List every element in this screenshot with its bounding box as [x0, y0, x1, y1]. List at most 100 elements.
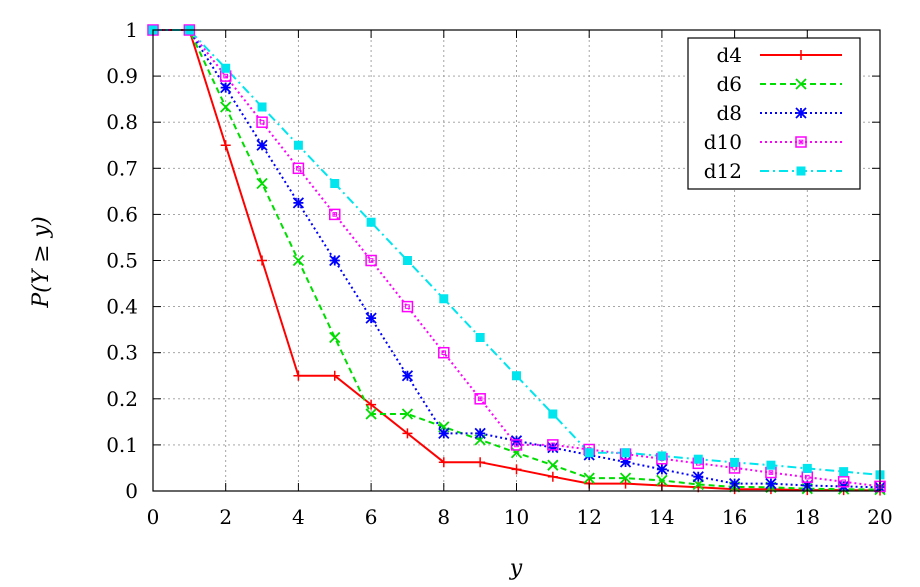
- square-marker-inner: [841, 479, 846, 485]
- star-marker-icon: [256, 139, 268, 151]
- plus-marker-icon: [257, 255, 268, 266]
- square-marker-inner: [768, 470, 774, 475]
- point-d8: [256, 139, 268, 151]
- filled-square-marker-icon: [621, 448, 631, 458]
- point-d12: [657, 451, 667, 461]
- filled-square-marker-icon: [548, 409, 558, 419]
- square-marker-icon: [365, 254, 377, 267]
- x-tick-label: 10: [504, 505, 529, 529]
- point-d4: [547, 471, 558, 482]
- y-tick-label: 0.7: [106, 156, 138, 180]
- point-d8: [656, 463, 668, 475]
- point-d6: [365, 408, 377, 420]
- point-d8: [692, 471, 704, 483]
- y-tick-label: 1: [125, 18, 138, 42]
- point-d6: [220, 101, 232, 113]
- filled-square-marker-icon: [766, 460, 776, 470]
- legend-label-d6: d6: [716, 72, 742, 96]
- legend-label-d4: d4: [716, 43, 742, 67]
- point-d12: [221, 63, 231, 73]
- star-marker-icon: [365, 312, 377, 324]
- square-marker-icon: [292, 162, 305, 175]
- filled-square-marker-icon: [366, 217, 376, 227]
- legend: d4 d6 d8 d10 d12: [687, 37, 861, 190]
- point-d6: [547, 459, 559, 471]
- point-d8: [220, 81, 232, 94]
- plus-marker-icon: [547, 471, 558, 482]
- point-d4: [366, 399, 377, 410]
- filled-square-marker-icon: [402, 256, 412, 265]
- point-d6: [656, 474, 668, 487]
- point-d12: [548, 409, 558, 419]
- square-marker-icon: [837, 476, 850, 488]
- square-marker-inner: [550, 442, 556, 448]
- x-marker-icon: [256, 177, 268, 190]
- legend-marker-d12: [796, 166, 806, 176]
- x-marker-icon: [220, 101, 232, 113]
- filled-square-marker-icon: [730, 457, 740, 467]
- filled-square-marker-icon: [257, 102, 267, 112]
- x-tick-labels: 0 2 4 6 8 10 12 14 16 18 20: [147, 505, 893, 529]
- star-marker-icon: [547, 442, 559, 454]
- point-d8: [401, 370, 414, 382]
- star-marker-icon: [474, 427, 486, 440]
- x-tick-label: 0: [147, 505, 160, 529]
- plus-marker-icon: [366, 399, 377, 410]
- x-axis-label: y: [509, 556, 523, 581]
- filled-square-marker-icon: [475, 332, 485, 342]
- point-d10: [401, 300, 414, 313]
- x-marker-icon: [583, 472, 595, 484]
- point-d6: [256, 177, 268, 190]
- x-marker-icon: [365, 408, 377, 420]
- y-tick-label: 0.2: [106, 387, 138, 411]
- legend-label-d12: d12: [704, 159, 742, 183]
- square-marker-inner: [477, 396, 483, 402]
- point-d10: [438, 346, 450, 359]
- y-tick-label: 0.1: [106, 433, 138, 457]
- legend-label-d10: d10: [704, 130, 742, 154]
- square-marker-icon: [795, 136, 807, 148]
- point-d12: [621, 448, 631, 458]
- point-d12: [730, 457, 740, 467]
- plus-marker-icon: [620, 478, 631, 489]
- square-marker-icon: [401, 300, 414, 313]
- x-tick-label: 8: [437, 505, 450, 529]
- point-d12: [839, 467, 849, 477]
- x-tick-label: 12: [576, 505, 601, 529]
- legend-marker-d6: [795, 78, 807, 90]
- point-d10: [837, 476, 850, 488]
- point-d10: [256, 116, 268, 128]
- point-d6: [329, 331, 341, 344]
- filled-square-marker-icon: [221, 63, 231, 73]
- point-d10: [329, 208, 341, 221]
- star-marker-icon: [438, 427, 450, 440]
- point-d4: [257, 255, 268, 266]
- y-tick-label: 0: [125, 479, 138, 503]
- x-marker-icon: [401, 408, 414, 420]
- plus-marker-icon: [475, 457, 486, 468]
- point-d8: [619, 456, 632, 468]
- square-marker-inner: [332, 212, 338, 217]
- square-marker-inner: [296, 166, 301, 171]
- point-d10: [510, 439, 523, 451]
- plus-marker-icon: [329, 370, 340, 381]
- y-tick-label: 0.9: [106, 64, 138, 88]
- x-tick-label: 6: [365, 505, 378, 529]
- filled-square-marker-icon: [693, 454, 703, 464]
- point-d12: [512, 371, 521, 381]
- x-marker-icon: [547, 459, 559, 471]
- filled-square-marker-icon: [584, 448, 594, 458]
- plus-marker-icon: [511, 464, 522, 475]
- point-d12: [366, 217, 376, 227]
- point-d12: [439, 294, 449, 304]
- square-marker-icon: [474, 393, 486, 405]
- plus-marker-icon: [438, 457, 449, 468]
- x-tick-label: 16: [722, 505, 747, 529]
- square-marker-inner: [805, 474, 810, 480]
- point-d10: [292, 162, 305, 175]
- square-marker-icon: [256, 116, 268, 128]
- square-marker-icon: [329, 208, 341, 221]
- x-tick-label: 20: [867, 505, 892, 529]
- y-tick-label: 0.5: [106, 249, 138, 273]
- point-d12: [257, 102, 267, 112]
